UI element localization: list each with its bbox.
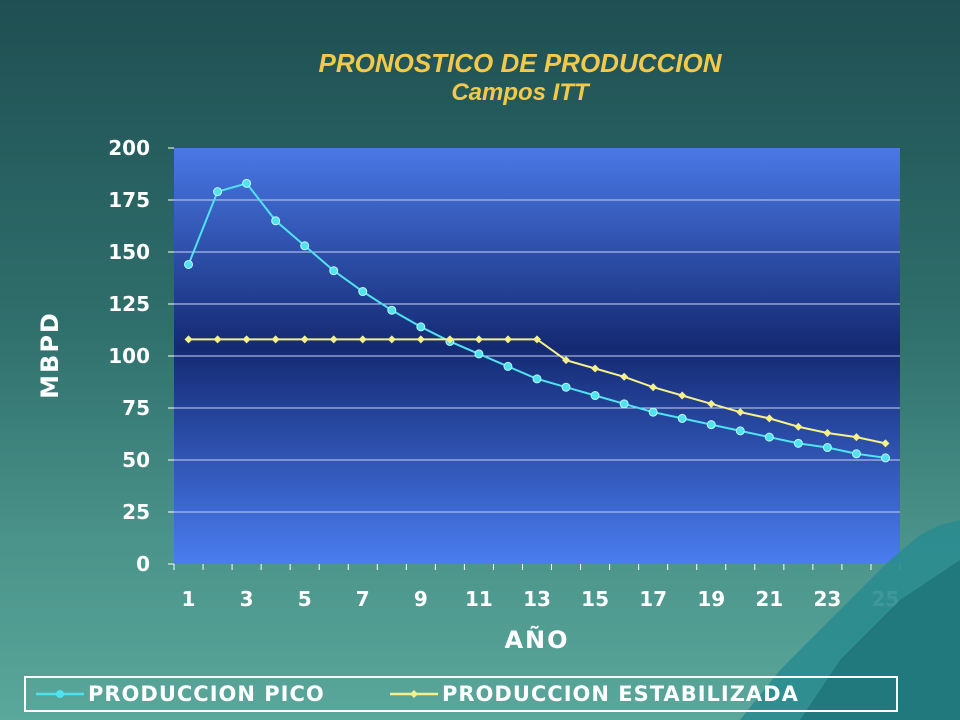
x-tick-label: 19: [697, 587, 725, 611]
data-point: [532, 374, 542, 384]
data-point: [880, 453, 890, 463]
data-point: [184, 335, 193, 344]
data-point: [329, 266, 339, 276]
data-point: [735, 426, 745, 436]
data-point: [822, 443, 832, 453]
data-point: [474, 349, 484, 359]
data-point: [648, 407, 658, 417]
x-tick-label: 5: [298, 587, 312, 611]
data-point: [851, 449, 861, 459]
chart-title-block: PRONOSTICO DE PRODUCCION Campos ITT: [0, 48, 960, 108]
y-tick-label: 0: [136, 552, 150, 576]
data-point: [619, 399, 629, 409]
data-point: [678, 391, 687, 400]
data-point: [242, 178, 252, 188]
data-point: [852, 433, 861, 442]
chart-title: PRONOSTICO DE PRODUCCION: [318, 48, 722, 78]
data-point: [329, 335, 338, 344]
data-point: [503, 361, 513, 371]
data-point: [300, 241, 310, 251]
x-axis-title: AÑO: [504, 625, 569, 654]
data-point: [561, 382, 571, 392]
data-point: [823, 428, 832, 437]
data-point: [707, 399, 716, 408]
data-point: [706, 420, 716, 430]
x-tick-label: 23: [813, 587, 841, 611]
data-point: [677, 413, 687, 423]
chart-legend: PRODUCCION PICO PRODUCCION ESTABILIZADA: [24, 676, 898, 712]
y-tick-label: 75: [122, 396, 150, 420]
x-tick-label: 13: [523, 587, 551, 611]
data-point: [184, 259, 194, 269]
data-point: [300, 335, 309, 344]
y-tick-label: 200: [108, 136, 150, 160]
y-tick-label: 25: [122, 500, 150, 524]
y-tick-label: 125: [108, 292, 150, 316]
data-point: [213, 187, 223, 197]
data-point: [764, 432, 774, 442]
x-tick-label: 21: [755, 587, 783, 611]
data-point: [387, 305, 397, 315]
data-point: [213, 335, 222, 344]
data-point: [242, 335, 251, 344]
data-point: [416, 322, 426, 332]
data-point: [271, 216, 281, 226]
x-tick-label: 3: [240, 587, 254, 611]
data-point: [736, 408, 745, 417]
data-point: [503, 335, 512, 344]
chart-subtitle: Campos ITT: [451, 79, 589, 106]
decorative-mountain: [740, 520, 960, 720]
data-point: [416, 335, 425, 344]
data-point: [474, 335, 483, 344]
legend-item-pico: PRODUCCION PICO: [36, 682, 325, 706]
data-point: [590, 391, 600, 401]
x-tick-label: 15: [581, 587, 609, 611]
x-tick-label: 9: [414, 587, 428, 611]
data-point: [445, 335, 454, 344]
data-point: [794, 422, 803, 431]
legend-item-estabilizada: PRODUCCION ESTABILIZADA: [390, 682, 799, 706]
legend-label-pico: PRODUCCION PICO: [88, 682, 325, 706]
y-tick-label: 150: [108, 240, 150, 264]
data-point: [358, 287, 368, 297]
y-tick-label: 100: [108, 344, 150, 368]
y-axis-title: MBPD: [36, 311, 64, 399]
data-point: [387, 335, 396, 344]
x-tick-label: 1: [182, 587, 196, 611]
data-point: [881, 439, 890, 448]
data-point: [533, 335, 541, 344]
legend-label-estabilizada: PRODUCCION ESTABILIZADA: [442, 682, 799, 706]
data-point: [765, 414, 774, 423]
y-tick-label: 50: [122, 448, 150, 472]
y-tick-label: 175: [108, 188, 150, 212]
x-tick-label: 11: [465, 587, 493, 611]
data-point: [562, 356, 571, 365]
data-point: [620, 372, 629, 381]
x-tick-label: 17: [639, 587, 667, 611]
x-tick-label: 7: [356, 587, 370, 611]
data-point: [358, 335, 367, 344]
data-point: [271, 335, 280, 344]
data-point: [649, 383, 658, 392]
data-point: [793, 438, 803, 448]
data-point: [591, 364, 600, 373]
